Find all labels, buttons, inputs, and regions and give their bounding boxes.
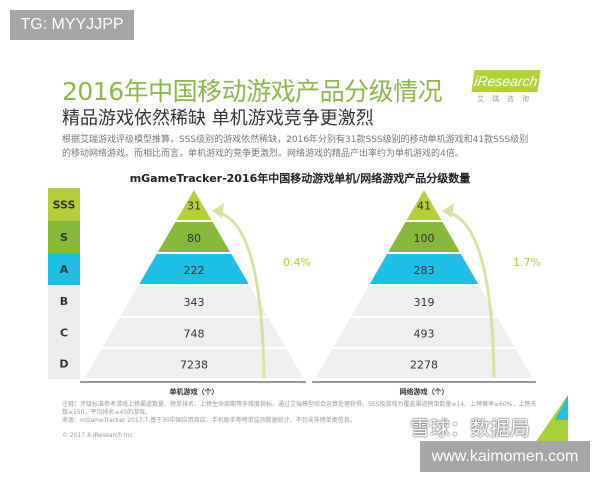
category-cell-s xyxy=(48,221,80,253)
series-label: 单机游戏（个） xyxy=(170,387,219,396)
description: 根据艾瑞游戏评级模型推算，SSS级别的游戏依然稀缺，2016年分别有31款SSS… xyxy=(62,135,529,159)
sss-share-label: 1.7% xyxy=(513,256,541,269)
watermark-tg: TG: MYYJJPP xyxy=(10,10,134,40)
chart-title: mGameTracker-2016年中国移动游戏单机/网络游戏产品分级数量 xyxy=(129,172,471,185)
category-label: S xyxy=(60,231,68,244)
arrow-head-icon xyxy=(442,203,454,218)
sss-share-label: 0.4% xyxy=(283,256,311,269)
pyramid-segment-d xyxy=(315,349,533,378)
page-subtitle: 精品游戏依然稀缺 单机游戏竞争更激烈 xyxy=(62,108,374,129)
pyramid-segment-s xyxy=(157,222,231,252)
category-label: SSS xyxy=(53,199,76,212)
category-cell-a xyxy=(48,253,80,285)
growth-arrow xyxy=(445,210,496,379)
copyright: © 2017.8 iResearch Inc xyxy=(62,432,133,439)
footnote-source: 来源：mGameTracker 2017.7,基于30中国应用商店、手机助手等榜… xyxy=(62,417,356,424)
category-cell-b xyxy=(48,285,80,317)
growth-arrow xyxy=(215,210,266,379)
pyramid-segment-c xyxy=(102,318,286,347)
value-label: 343 xyxy=(184,296,205,309)
value-label: 283 xyxy=(414,264,435,277)
page-title: 2016年中国移动游戏产品分级情况 xyxy=(62,77,443,106)
pyramid-segment-a xyxy=(369,254,479,284)
pyramid-segment-a xyxy=(139,254,249,284)
category-label: D xyxy=(59,358,68,371)
category-cell-c xyxy=(48,317,80,348)
value-label: 493 xyxy=(414,328,435,341)
pyramid-segment-c xyxy=(333,318,515,347)
pyramid-segment-sss xyxy=(406,190,442,220)
pyramid-segment-s xyxy=(388,222,460,252)
series-label: 网络游戏（个） xyxy=(400,387,449,396)
value-label: 100 xyxy=(414,232,435,245)
footnote: 注释：评级标准参考游戏上榜渠道数量、榜单排名、上榜生命周期等多维度指标，通过艾瑞… xyxy=(62,401,542,425)
pyramid-segment-b xyxy=(351,286,497,316)
value-label: 319 xyxy=(414,296,435,309)
pyramid-segment-d xyxy=(84,349,304,378)
value-label: 41 xyxy=(417,200,431,213)
value-label: 31 xyxy=(187,200,201,213)
category-label: C xyxy=(60,327,68,340)
category-cell-d xyxy=(48,348,80,379)
arrow-head-icon xyxy=(212,203,224,218)
value-label: 80 xyxy=(187,232,201,245)
value-label: 748 xyxy=(184,328,205,341)
category-cell-sss xyxy=(48,188,80,221)
value-label: 7238 xyxy=(180,359,208,372)
value-label: 2278 xyxy=(410,359,438,372)
watermark-xueqiu: 雪球：数据局 xyxy=(410,416,530,440)
category-label: A xyxy=(60,263,69,276)
category-label: B xyxy=(60,295,68,308)
value-label: 222 xyxy=(184,264,205,277)
corner-decoration xyxy=(530,395,568,450)
iresearch-logo-sub: 艾瑞咨询 xyxy=(477,95,537,103)
pyramid-segment-sss xyxy=(176,190,212,220)
pyramid-segment-b xyxy=(120,286,268,316)
watermark-site: www.kaimomen.com xyxy=(420,441,590,472)
footnote-note: 注释：评级标准参考游戏上榜渠道数量、榜单排名、上榜生命周期等多维度指标，通过艾瑞… xyxy=(62,401,537,416)
